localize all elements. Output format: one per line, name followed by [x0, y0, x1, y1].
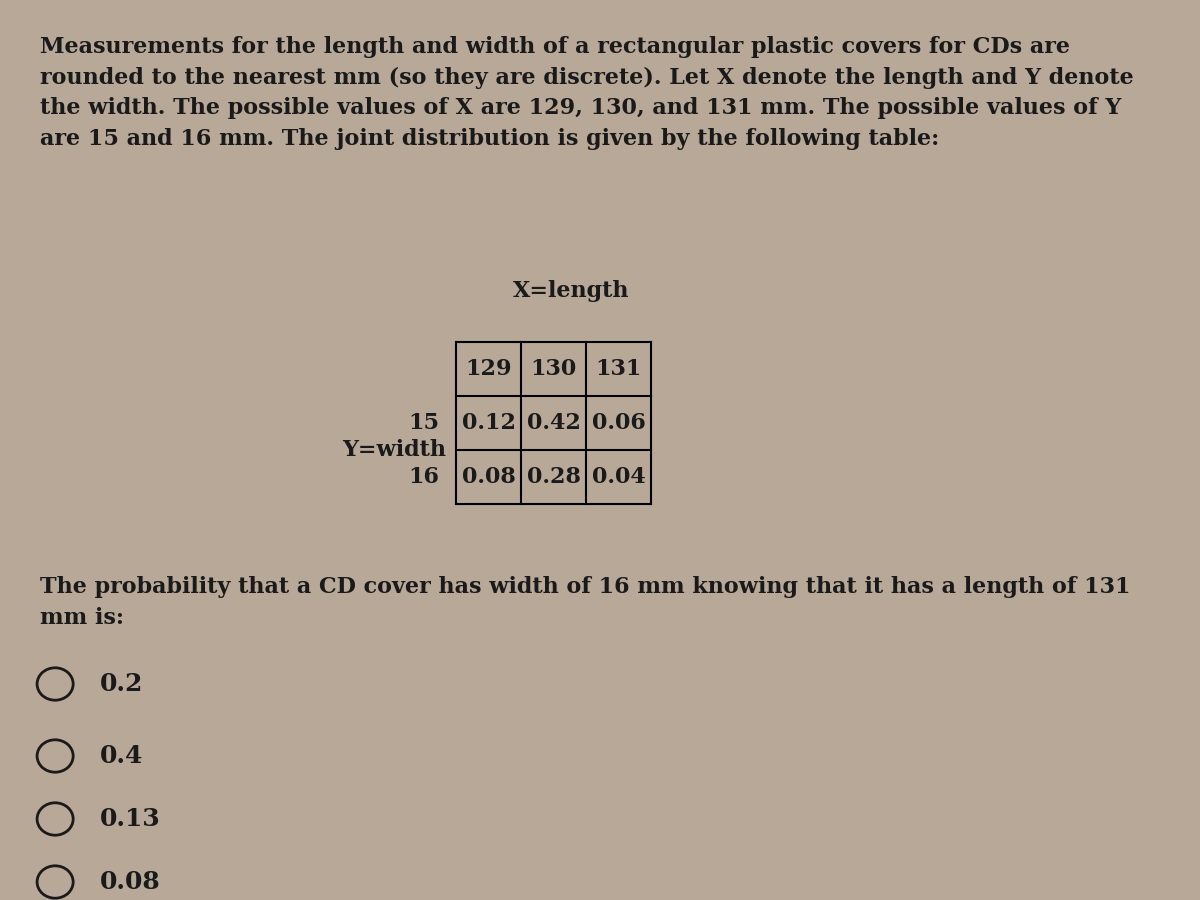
Text: 0.4: 0.4	[101, 744, 144, 768]
Text: 0.06: 0.06	[592, 412, 646, 434]
Text: 0.08: 0.08	[101, 870, 161, 894]
Text: 16: 16	[408, 466, 439, 488]
Text: 0.28: 0.28	[527, 466, 581, 488]
Text: 0.04: 0.04	[592, 466, 646, 488]
Text: 0.12: 0.12	[462, 412, 516, 434]
Text: Y=width: Y=width	[342, 439, 446, 461]
Text: 15: 15	[408, 412, 439, 434]
Text: 130: 130	[530, 358, 577, 380]
Text: 129: 129	[466, 358, 512, 380]
Text: 0.13: 0.13	[101, 807, 161, 831]
Text: 0.42: 0.42	[527, 412, 581, 434]
Text: 0.08: 0.08	[462, 466, 516, 488]
Text: 0.2: 0.2	[101, 672, 144, 696]
Text: X=length: X=length	[514, 280, 630, 302]
Text: Measurements for the length and width of a rectangular plastic covers for CDs ar: Measurements for the length and width of…	[40, 36, 1134, 149]
Text: 131: 131	[595, 358, 642, 380]
Text: The probability that a CD cover has width of 16 mm knowing that it has a length : The probability that a CD cover has widt…	[40, 576, 1130, 628]
